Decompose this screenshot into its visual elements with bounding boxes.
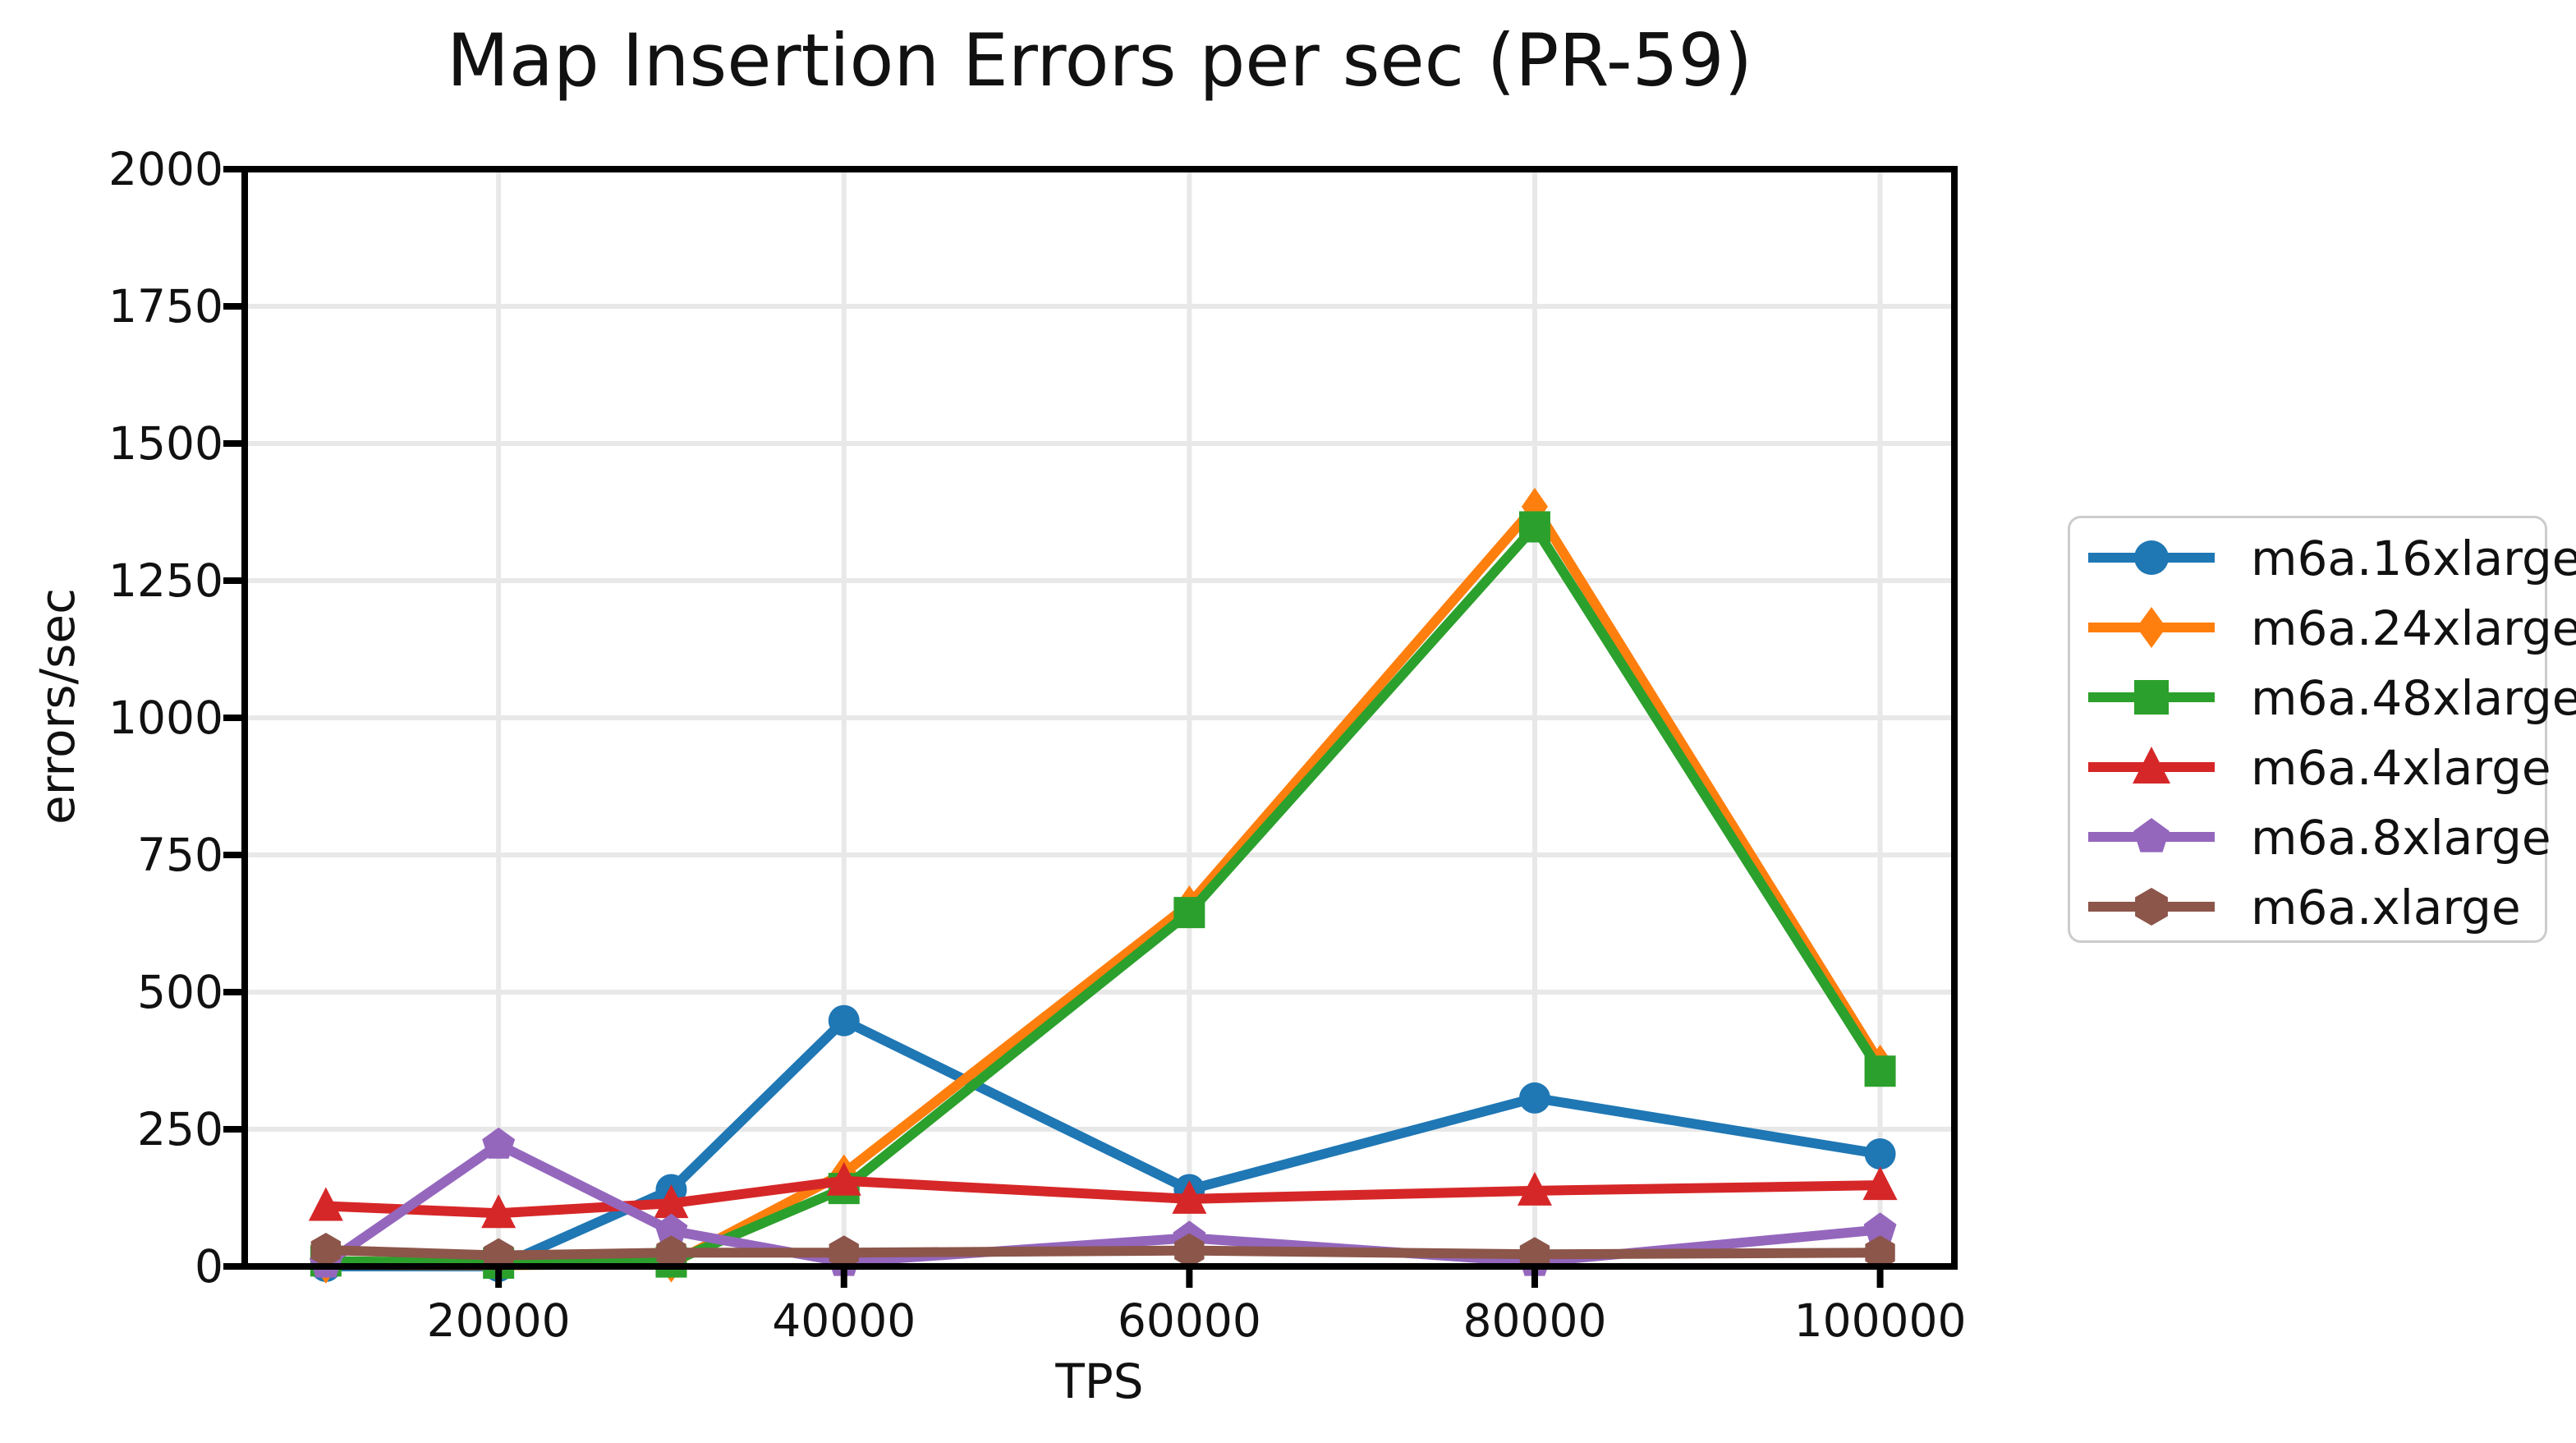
y-tick-label: 1000 — [108, 692, 223, 744]
x-axis-label: TPS — [1055, 1353, 1144, 1409]
series-m6a.xlarge-hexagon-marker — [1865, 1235, 1895, 1271]
legend-item-m6a.8xlarge: m6a.8xlarge — [2070, 802, 2551, 872]
circle-marker-icon — [2088, 540, 2215, 575]
x-tick-label: 40000 — [772, 1294, 916, 1347]
series-m6a.48xlarge-square-marker — [1173, 897, 1205, 929]
series-m6a.8xlarge-pentagon-marker — [1863, 1212, 1897, 1244]
legend-item-m6a.16xlarge: m6a.16xlarge — [2070, 523, 2576, 593]
series-m6a.4xlarge-triangle-up-marker — [481, 1194, 517, 1229]
chart-title: Map Insertion Errors per sec (PR-59) — [447, 18, 1752, 103]
diamond-marker-icon — [2137, 607, 2166, 648]
y-tick-label: 2000 — [108, 143, 223, 195]
series-m6a.16xlarge-circle-marker — [1518, 1082, 1550, 1114]
x-tick-label: 20000 — [427, 1294, 571, 1347]
legend-item-m6a.48xlarge: m6a.48xlarge — [2070, 663, 2576, 733]
series-line-m6a.16xlarge — [320, 1015, 1885, 1271]
series-m6a.4xlarge-triangle-up-marker — [1862, 1166, 1898, 1201]
series-m6a.xlarge-hexagon-marker — [1174, 1233, 1205, 1268]
series-m6a.4xlarge-triangle-up-marker — [1517, 1171, 1552, 1206]
series-line-m6a.8xlarge — [320, 1139, 1885, 1269]
legend-label: m6a.8xlarge — [2251, 809, 2551, 866]
series-m6a.16xlarge-circle-marker — [1864, 1138, 1896, 1170]
legend-label: m6a.xlarge — [2251, 879, 2521, 935]
triangle-up-marker-icon — [2133, 747, 2170, 784]
diamond-marker-icon — [2088, 607, 2215, 648]
series-m6a.8xlarge-pentagon-marker — [654, 1213, 688, 1245]
x-tick-label: 80000 — [1462, 1294, 1606, 1347]
y-tick-label: 1750 — [108, 280, 223, 333]
hexagon-marker-icon — [2135, 888, 2168, 926]
series-line-m6a.xlarge — [320, 1244, 1885, 1261]
series-m6a.xlarge-hexagon-marker — [656, 1235, 686, 1271]
y-tick-label: 1250 — [108, 554, 223, 607]
legend-label: m6a.24xlarge — [2251, 600, 2576, 656]
series-m6a.4xlarge-triangle-up-marker — [308, 1187, 343, 1221]
legend-label: m6a.4xlarge — [2251, 739, 2551, 796]
series-m6a.8xlarge-pentagon-marker — [482, 1127, 516, 1159]
x-tick-label: 100000 — [1794, 1294, 1967, 1347]
y-axis-label: errors/sec — [30, 588, 85, 825]
series-m6a.48xlarge-square-marker — [1518, 511, 1550, 543]
legend: m6a.16xlarge m6a.24xlarge m6a.48xlarge m6a.… — [2068, 516, 2576, 943]
y-tick-label: 1500 — [108, 417, 223, 470]
pentagon-marker-icon — [2088, 818, 2215, 852]
legend-item-m6a.4xlarge: m6a.4xlarge — [2070, 733, 2551, 802]
square-marker-icon — [2088, 680, 2215, 715]
legend-label: m6a.16xlarge — [2251, 530, 2576, 586]
series-line-m6a.4xlarge — [320, 1175, 1885, 1219]
hexagon-marker-icon — [2088, 888, 2215, 926]
pentagon-marker-icon — [2133, 818, 2170, 852]
series-m6a.xlarge-hexagon-marker — [829, 1235, 859, 1271]
legend-item-m6a.24xlarge: m6a.24xlarge — [2070, 593, 2576, 663]
y-tick-label: 0 — [195, 1240, 223, 1293]
series-m6a.16xlarge-circle-marker — [828, 1004, 860, 1036]
legend-label: m6a.48xlarge — [2251, 669, 2576, 726]
series-m6a.xlarge-hexagon-marker — [1519, 1237, 1550, 1272]
series-m6a.4xlarge-triangle-up-marker — [1172, 1179, 1207, 1214]
series-m6a.xlarge-hexagon-marker — [310, 1232, 342, 1267]
square-marker-icon — [2134, 680, 2169, 715]
x-tick-label: 60000 — [1118, 1294, 1261, 1347]
series-m6a.4xlarge-triangle-up-marker — [826, 1161, 861, 1196]
series-m6a.48xlarge-square-marker — [1864, 1055, 1896, 1087]
legend-item-m6a.xlarge: m6a.xlarge — [2070, 872, 2545, 942]
y-tick-label: 250 — [137, 1103, 223, 1156]
circle-marker-icon — [2134, 540, 2169, 575]
triangle-up-marker-icon — [2088, 747, 2215, 784]
y-tick-label: 500 — [137, 966, 223, 1018]
y-tick-label: 750 — [137, 829, 223, 881]
series-m6a.4xlarge-triangle-up-marker — [654, 1184, 689, 1219]
